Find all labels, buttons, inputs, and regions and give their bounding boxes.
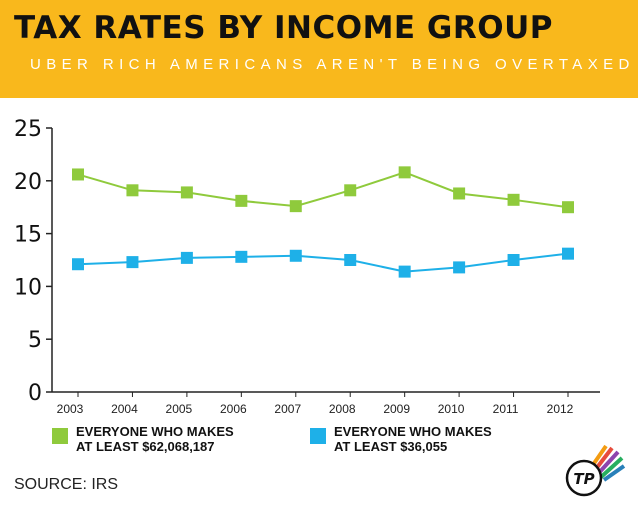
y-tick-label: 0 <box>28 381 42 406</box>
y-tick-label: 15 <box>14 223 42 248</box>
legend-swatch-rich <box>52 428 68 444</box>
data-point <box>562 201 574 214</box>
data-point <box>289 200 302 213</box>
tp-logo: TP <box>565 444 626 497</box>
x-tick-label: 2005 <box>166 402 193 416</box>
x-axis-ticks: 2003 2004 2005 2006 2007 2008 2009 2010 2011 2012 <box>57 392 574 416</box>
logo-text: TP <box>573 470 594 488</box>
y-tick-label: 20 <box>14 170 42 195</box>
x-tick-label: 2007 <box>274 402 301 416</box>
data-point <box>453 261 466 274</box>
data-point <box>235 250 248 263</box>
header-banner: TAX RATES BY INCOME GROUP UBER RICH AMER… <box>0 0 638 98</box>
data-point <box>126 256 139 269</box>
y-axis-ticks: 0 5 10 15 20 25 <box>14 117 52 406</box>
x-tick-label: 2012 <box>547 402 574 416</box>
series-lines <box>72 166 574 278</box>
data-point <box>72 168 84 181</box>
source-note: SOURCE: IRS <box>14 476 119 493</box>
x-tick-label: 2004 <box>111 402 138 416</box>
x-tick-label: 2008 <box>329 402 356 416</box>
x-tick-label: 2011 <box>493 402 519 416</box>
y-tick-label: 25 <box>14 117 42 142</box>
data-point <box>344 254 357 266</box>
x-tick-label: 2006 <box>220 402 247 416</box>
legend-label-rich-line2: AT LEAST $62,068,187 <box>76 439 215 454</box>
data-point <box>453 187 466 200</box>
legend-label-rich-line1: EVERYONE WHO MAKES <box>76 424 234 439</box>
legend-swatch-general <box>310 428 326 444</box>
data-point <box>180 186 193 199</box>
data-point <box>72 258 84 271</box>
data-point <box>507 254 520 266</box>
x-tick-label: 2009 <box>383 402 410 416</box>
x-tick-label: 2003 <box>57 402 84 416</box>
series-line-0 <box>77 171 569 209</box>
data-point <box>398 265 411 278</box>
data-point <box>126 184 139 197</box>
logo-circle <box>565 459 603 497</box>
series-line-1 <box>77 252 569 273</box>
y-tick-label: 10 <box>14 275 42 300</box>
chart-title: TAX RATES BY INCOME GROUP <box>14 10 553 46</box>
data-point <box>398 166 411 179</box>
data-point <box>180 251 193 264</box>
data-point <box>289 249 302 262</box>
data-point <box>344 184 357 197</box>
y-tick-label: 5 <box>28 328 42 353</box>
legend-label-general-line2: AT LEAST $36,055 <box>334 439 448 454</box>
data-point <box>235 194 248 207</box>
data-point <box>507 193 520 206</box>
chart-subtitle: UBER RICH AMERICANS AREN'T BEING OVERTAX… <box>30 56 635 73</box>
data-point <box>562 247 574 260</box>
legend-label-general-line1: EVERYONE WHO MAKES <box>334 424 492 439</box>
x-tick-label: 2010 <box>438 402 465 416</box>
